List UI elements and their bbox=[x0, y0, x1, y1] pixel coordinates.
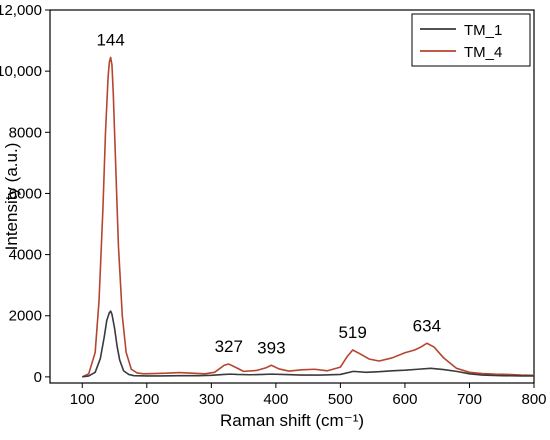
series-line-tm-4 bbox=[81, 56, 534, 378]
y-tick-label: 8000 bbox=[9, 124, 42, 141]
x-tick-label: 600 bbox=[392, 391, 417, 408]
x-axis-title: Raman shift (cm⁻¹) bbox=[220, 411, 364, 430]
peak-label: 393 bbox=[257, 338, 285, 357]
y-axis-title: Intensity (a.u.) bbox=[2, 143, 21, 251]
x-tick-label: 500 bbox=[328, 391, 353, 408]
x-tick-label: 200 bbox=[134, 391, 159, 408]
x-tick-label: 300 bbox=[199, 391, 224, 408]
y-tick-label: 2000 bbox=[9, 308, 42, 325]
y-tick-label: 12,000 bbox=[0, 2, 42, 19]
peak-label: 144 bbox=[96, 30, 124, 49]
peak-label: 634 bbox=[413, 316, 441, 335]
y-tick-label: 0 bbox=[34, 369, 42, 386]
series-line-tm-1 bbox=[82, 310, 534, 378]
peak-label: 327 bbox=[215, 337, 243, 356]
legend-label: TM_1 bbox=[464, 22, 502, 39]
peak-label: 519 bbox=[338, 323, 366, 342]
legend-box bbox=[411, 13, 531, 67]
y-tick-label: 10,000 bbox=[0, 63, 42, 80]
x-tick-label: 400 bbox=[263, 391, 288, 408]
x-tick-label: 100 bbox=[70, 391, 95, 408]
y-tick-label: 6000 bbox=[9, 185, 42, 202]
legend-label: TM_4 bbox=[464, 44, 502, 61]
y-tick-label: 4000 bbox=[9, 247, 42, 264]
plot-frame bbox=[49, 9, 535, 384]
x-tick-label: 800 bbox=[521, 391, 546, 408]
x-tick-label: 700 bbox=[457, 391, 482, 408]
